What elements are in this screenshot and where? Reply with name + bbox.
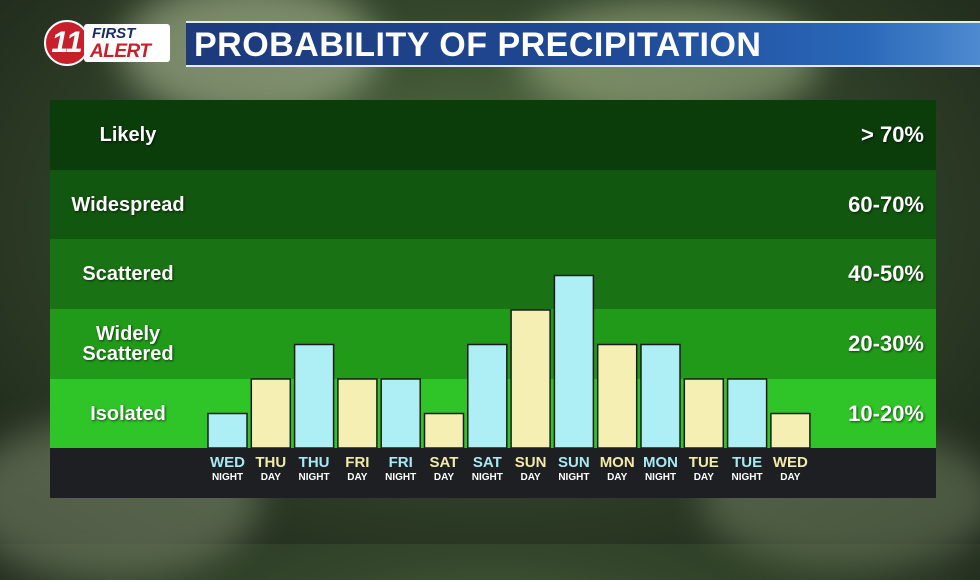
bar-tue-night bbox=[726, 378, 768, 448]
logo-wordmark: FIRST ALERT bbox=[84, 24, 170, 62]
x-tick-day: THU bbox=[298, 454, 330, 471]
x-tick-label: SUN DAY bbox=[509, 454, 553, 485]
bar-chart bbox=[207, 274, 811, 448]
bar-fri-day bbox=[337, 378, 378, 448]
bar-wed-day bbox=[770, 412, 811, 448]
x-tick-day: MON bbox=[643, 454, 678, 471]
x-tick-period: NIGHT bbox=[471, 472, 503, 483]
x-tick-period: DAY bbox=[693, 472, 714, 483]
x-tick-period: NIGHT bbox=[298, 472, 330, 483]
x-axis: WED NIGHT THU DAY THU NIGHT FRI DAY FRI NIGHT SAT D… bbox=[50, 448, 936, 498]
x-tick-period: DAY bbox=[520, 472, 541, 483]
bar-sun-day bbox=[510, 309, 551, 448]
x-tick-day: SUN bbox=[514, 454, 547, 471]
x-tick-period: NIGHT bbox=[211, 472, 244, 483]
band-label: Isolated bbox=[90, 402, 166, 425]
title-bar: PROBABILITY OF PRECIPITATION bbox=[186, 21, 980, 67]
x-tick-period: DAY bbox=[780, 472, 801, 483]
x-tick-period: DAY bbox=[260, 472, 281, 483]
x-tick-period: NIGHT bbox=[558, 472, 590, 483]
bar-mon-night bbox=[640, 343, 681, 448]
band-range: > 70% bbox=[861, 122, 924, 147]
x-tick-day: TUE bbox=[732, 454, 763, 471]
x-tick-period: NIGHT bbox=[731, 472, 763, 483]
x-tick-label: SAT DAY bbox=[422, 454, 466, 485]
x-tick-day: SAT bbox=[429, 454, 459, 471]
x-tick-period: DAY bbox=[433, 472, 455, 483]
x-tick-label: WED DAY bbox=[768, 454, 812, 485]
x-tick-day: WED bbox=[210, 454, 245, 471]
band-label: Likely bbox=[99, 124, 157, 146]
x-tick-label: WED NIGHT bbox=[206, 454, 250, 485]
x-tick-day: SUN bbox=[558, 454, 590, 471]
band-range: 60-70% bbox=[848, 191, 924, 217]
station-logo: 11 FIRST ALERT bbox=[44, 20, 172, 68]
bar-mon-day bbox=[596, 343, 638, 448]
x-tick-label: FRI NIGHT bbox=[379, 454, 423, 485]
band-range: 20-30% bbox=[848, 331, 924, 356]
bar-fri-night bbox=[380, 378, 421, 448]
x-tick-day: FRI bbox=[345, 454, 370, 471]
x-tick-label: TUE NIGHT bbox=[725, 454, 769, 485]
logo-number: 11 bbox=[44, 20, 90, 66]
x-tick-period: DAY bbox=[347, 472, 368, 483]
logo-first: FIRST bbox=[92, 25, 136, 42]
x-tick-label: SUN NIGHT bbox=[552, 454, 596, 485]
band-label: Widely Scattered bbox=[82, 323, 174, 365]
band-scattered: Scattered 40-50% bbox=[50, 239, 936, 309]
bar-wed-night bbox=[207, 412, 248, 448]
x-tick-label: MON DAY bbox=[595, 454, 639, 485]
x-tick-label: THU DAY bbox=[249, 454, 293, 485]
bar-sat-day bbox=[423, 412, 465, 448]
x-tick-period: NIGHT bbox=[385, 472, 417, 483]
x-tick-day: THU bbox=[255, 454, 287, 471]
x-tick-period: DAY bbox=[607, 472, 628, 483]
band-widespread: Widespread 60-70% bbox=[50, 170, 936, 239]
x-tick-label: SAT NIGHT bbox=[465, 454, 509, 485]
band-label: Scattered bbox=[82, 263, 174, 285]
logo-alert: ALERT bbox=[90, 41, 151, 62]
x-tick-day: WED bbox=[772, 454, 808, 471]
x-tick-label: THU NIGHT bbox=[292, 454, 336, 485]
x-tick-day: SAT bbox=[472, 454, 502, 471]
chart-panel: Likely > 70% Widespread 60-70% Scattered 40-5… bbox=[50, 100, 936, 498]
x-tick-day: MON bbox=[599, 454, 635, 471]
bar-sat-night bbox=[467, 343, 508, 448]
bar-thu-day bbox=[250, 378, 292, 448]
x-tick-period: NIGHT bbox=[644, 472, 677, 483]
page-title: PROBABILITY OF PRECIPITATION bbox=[194, 26, 762, 64]
x-tick-label: FRI DAY bbox=[335, 454, 379, 485]
x-tick-label: MON NIGHT bbox=[639, 454, 683, 485]
band-likely: Likely > 70% bbox=[50, 100, 936, 170]
band-range: 10-20% bbox=[848, 400, 924, 426]
x-tick-day: TUE bbox=[688, 454, 719, 471]
band-label: Widespread bbox=[71, 193, 185, 216]
x-tick-day: FRI bbox=[388, 454, 413, 471]
bar-tue-day bbox=[683, 378, 725, 448]
bar-sun-night bbox=[553, 274, 595, 448]
bar-thu-night bbox=[293, 343, 335, 448]
band-range: 40-50% bbox=[848, 261, 924, 286]
x-tick-label: TUE DAY bbox=[682, 454, 726, 485]
